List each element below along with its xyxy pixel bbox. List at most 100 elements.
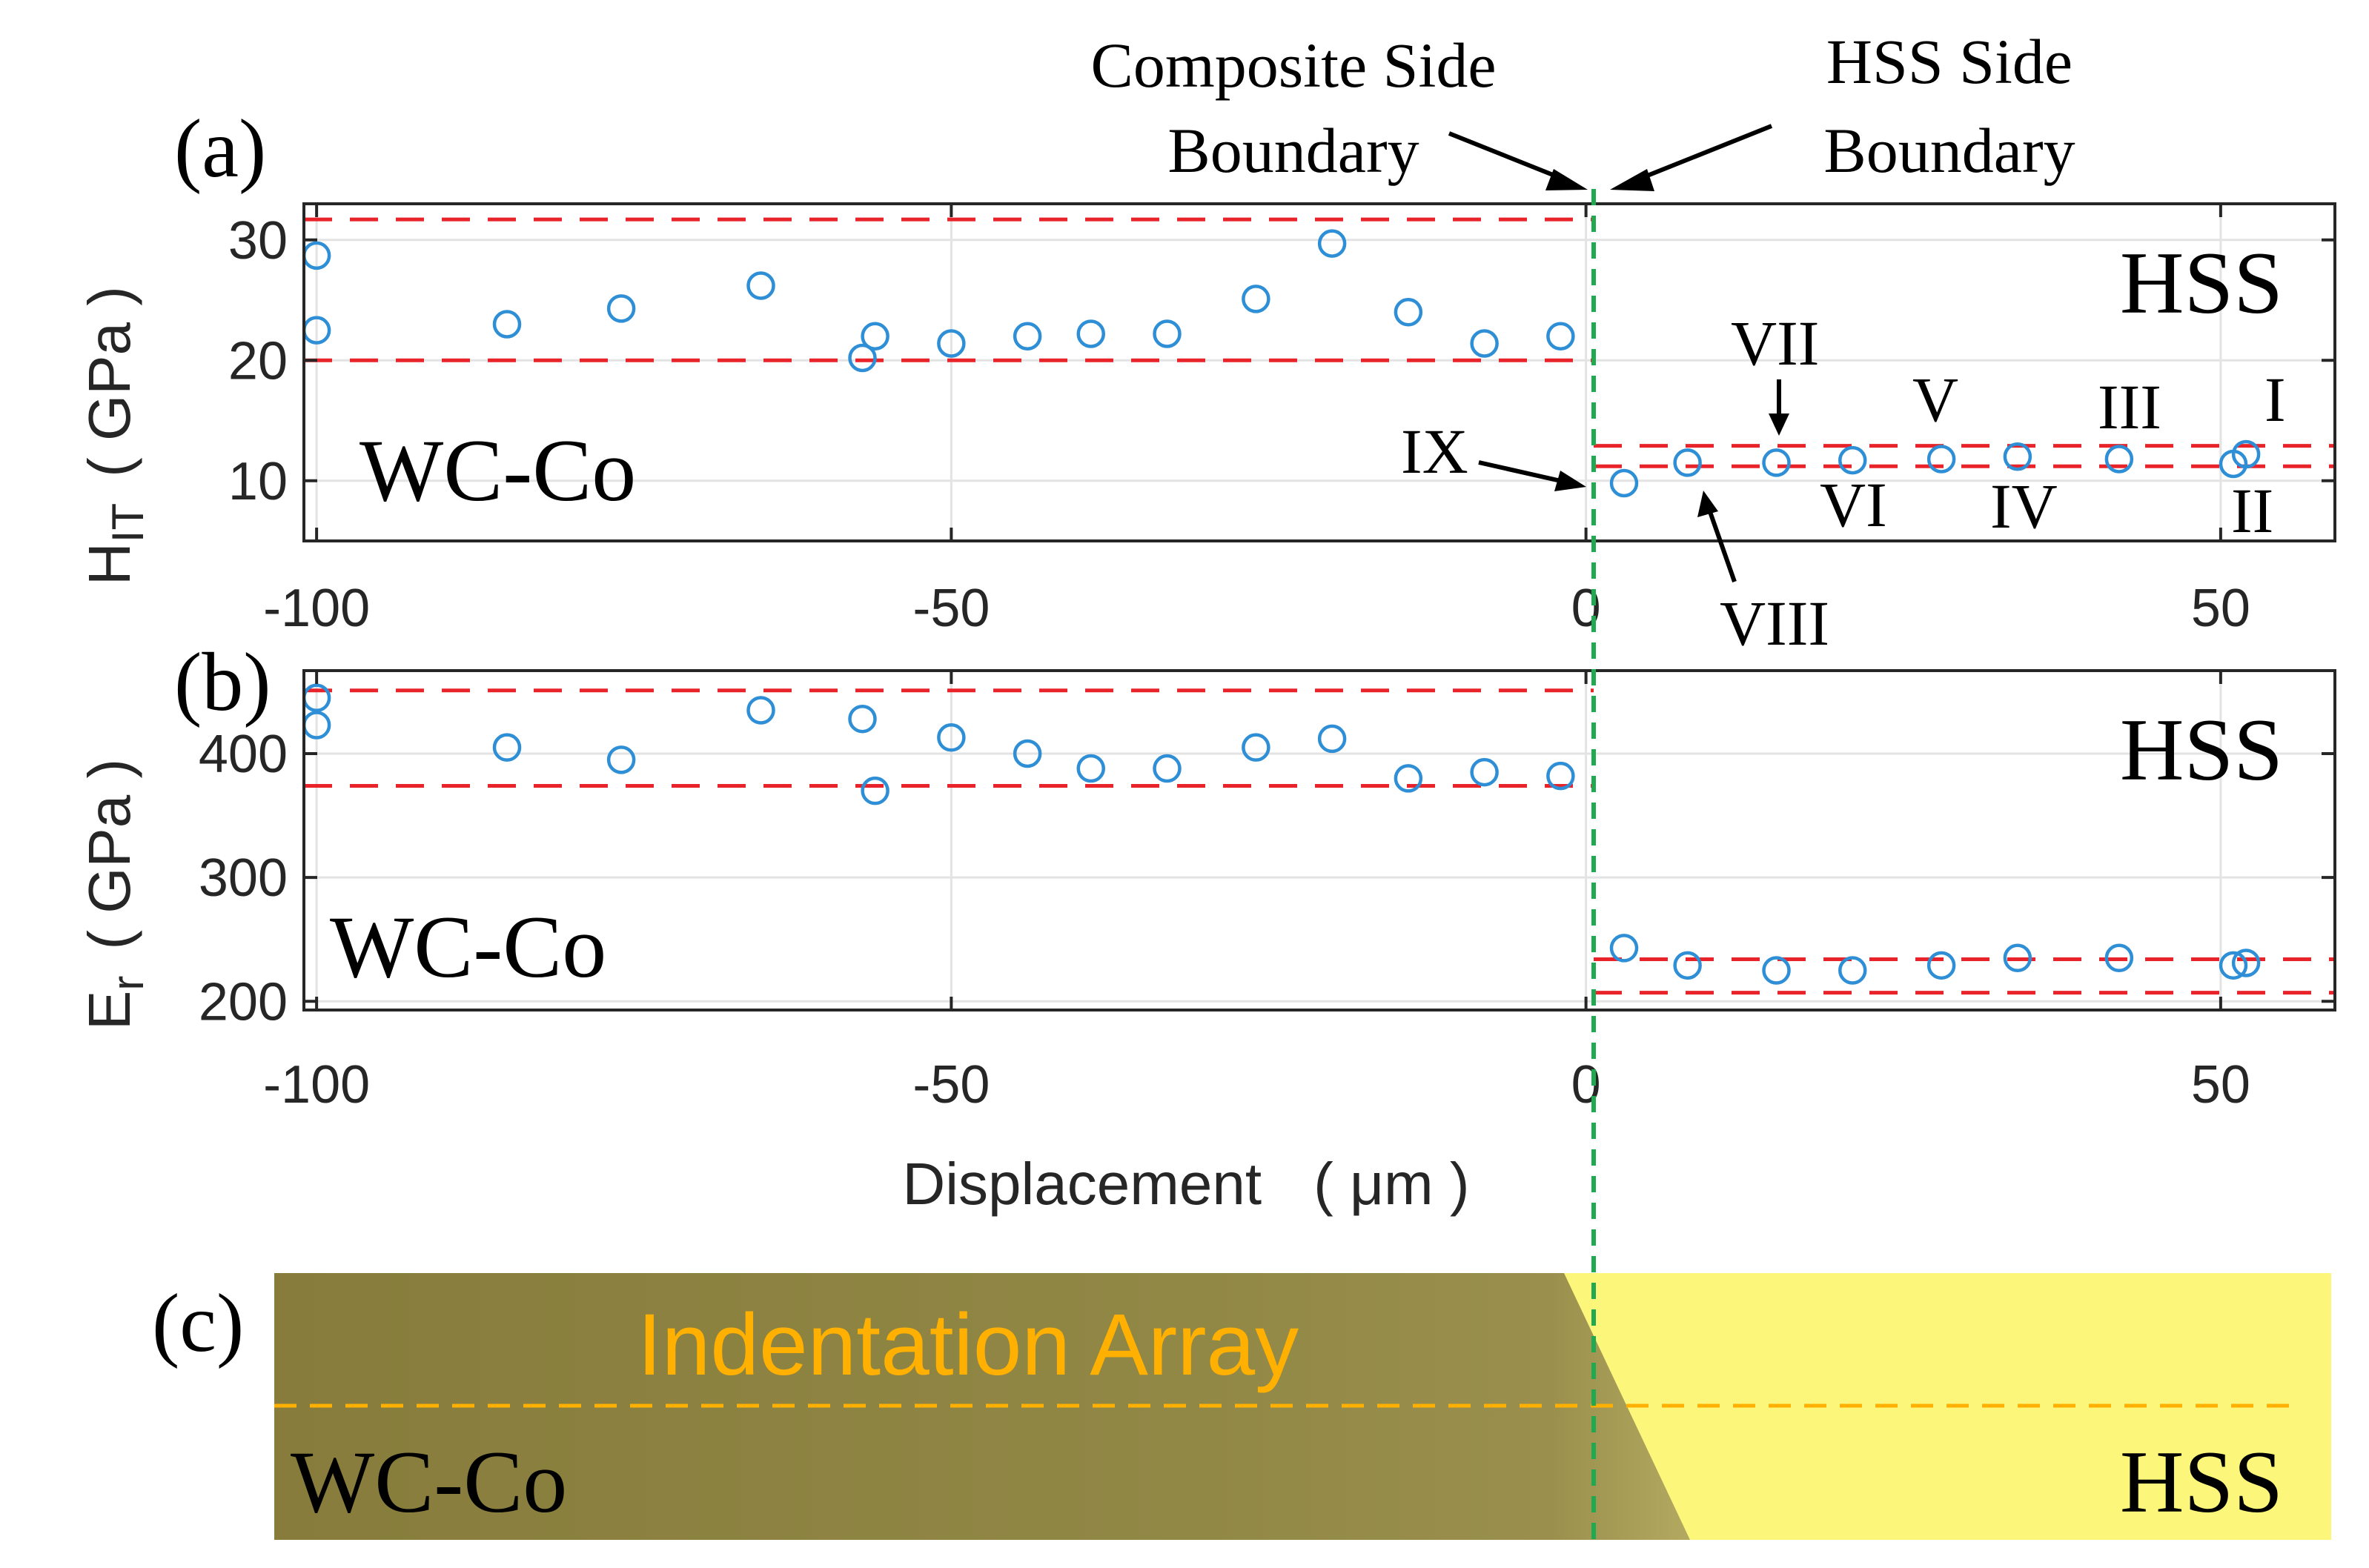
chart-a-ylabel-main: H: [76, 542, 142, 585]
point-label-vi: VI: [1820, 469, 1887, 540]
chart-a-point-17: [1673, 448, 1702, 477]
svg-text:HIT( GPa ): HIT ( GPa ): [76, 286, 153, 585]
chart-b-grid: [304, 671, 2335, 1010]
chart-a-point-10: [1153, 319, 1182, 348]
composite-boundary-label-line1: Composite Side: [1090, 30, 1496, 101]
chart-a-frame: [302, 202, 2336, 542]
chart-b-xtick-label-3: 50: [2191, 1055, 2250, 1114]
chart-a-point-11: [1242, 285, 1270, 313]
chart-a-point-22: [2104, 445, 2134, 474]
chart-a-xtick-label-2: 0: [1571, 579, 1601, 638]
chart-a-point-9: [1076, 319, 1105, 348]
chart-b-xlabel-unit: ( μm ): [1313, 1151, 1469, 1217]
chart-a-point-4: [746, 271, 775, 300]
hss-boundary-arrowhead: [1610, 169, 1654, 191]
composite-boundary-label-line2: Boundary: [1167, 115, 1419, 186]
point-label-viii-arrowhead: [1697, 491, 1718, 517]
chart-a-xtick-label-0: -100: [263, 579, 370, 638]
chart-b-xlabel: Displacement ( μm ): [902, 1151, 1469, 1217]
chart-b-point-8: [1013, 739, 1042, 768]
panel-label-a: (a): [174, 103, 266, 195]
chart-a-xtick-label-1: -50: [912, 579, 990, 638]
chart-a-point-5: [848, 343, 877, 373]
chart-b-point-14: [1470, 757, 1499, 787]
point-label-ix-arrow: [1478, 460, 1565, 484]
chart-b-point-16: [1609, 934, 1639, 963]
point-label-i: I: [2264, 364, 2286, 435]
chart-b-ytick-label-2: 400: [199, 725, 288, 784]
chart-b-point-7: [937, 723, 966, 752]
chart-a-ytick-label-2: 30: [228, 211, 288, 270]
chart-b-ylabel: Er ( GPa ): [76, 759, 153, 1030]
chart-a-points: [302, 229, 2261, 498]
chart-b: 200 300 400 -100 -50 0 50 WC-Co HSS Er ( GPa )…: [76, 669, 2336, 1217]
micrograph-hss-label: HSS: [2120, 1432, 2283, 1531]
chart-b-ytick-label-1: 300: [199, 848, 288, 908]
chart-a-region-hss: HSS: [2120, 233, 2283, 332]
chart-b-point-24: [2231, 949, 2261, 977]
micrograph-array-label: Indentation Array: [637, 1296, 1299, 1394]
chart-b-point-22: [2104, 943, 2134, 973]
chart-a-bounds: [304, 217, 2335, 468]
chart-a-point-20: [1926, 445, 1956, 474]
chart-a-point-6: [861, 322, 889, 351]
chart-b-point-3: [606, 745, 636, 774]
chart-a-ylabel: HIT ( GPa ): [76, 286, 153, 585]
chart-b-point-5: [848, 704, 877, 734]
chart-a-point-13: [1394, 298, 1423, 327]
hss-boundary-label-line2: Boundary: [1823, 115, 2075, 186]
chart-a-point-18: [1762, 448, 1791, 477]
point-label-iii: III: [2098, 371, 2161, 442]
chart-b-points: [302, 683, 2261, 985]
point-label-vii-arrowhead: [1769, 413, 1789, 436]
svg-text:Er( GPa ): Er ( GPa ): [76, 759, 153, 1030]
chart-a-point-7: [937, 329, 966, 358]
chart-a-point-14: [1470, 329, 1499, 358]
chart-b-frame: [302, 669, 2336, 1011]
micrograph-wcco-label: WC-Co: [291, 1432, 567, 1531]
point-label-ix: IX: [1401, 416, 1468, 487]
chart-a: 10 20 30 -100 -50 0 50 WC-Co HSS HIT ( GPa ) I…: [76, 202, 2336, 659]
panel-label-b: (b): [174, 637, 271, 728]
chart-b-point-11: [1242, 733, 1270, 762]
point-label-v: V: [1912, 364, 1958, 435]
boundary-annotations: Composite Side Boundary HSS Side Boundar…: [1090, 26, 2075, 191]
chart-a-region-wcco: WC-Co: [360, 421, 636, 519]
chart-b-xlabel-main: Displacement: [902, 1151, 1262, 1217]
chart-b-region-hss: HSS: [2120, 700, 2283, 799]
chart-b-xtick-label-0: -100: [263, 1055, 370, 1114]
chart-a-ytick-label-1: 20: [228, 331, 288, 391]
chart-b-point-9: [1076, 754, 1105, 783]
chart-b-xticks: -100 -50 0 50: [263, 671, 2250, 1114]
hss-boundary-arrow: [1629, 124, 1773, 185]
chart-b-point-2: [492, 733, 522, 762]
point-label-viii-arrow: [1706, 507, 1737, 582]
point-label-vii: VII: [1731, 308, 1819, 379]
chart-b-xtick-label-1: -50: [912, 1055, 990, 1114]
chart-a-point-16: [1609, 468, 1639, 498]
chart-b-axes: [302, 669, 2336, 1011]
chart-a-ytick-label-0: 10: [228, 452, 288, 511]
chart-a-ylabel-sub: IT: [103, 503, 153, 542]
point-label-iv: IV: [1990, 471, 2058, 542]
chart-a-xtick-label-3: 50: [2191, 579, 2250, 638]
chart-b-point-13: [1394, 764, 1423, 793]
chart-a-point-19: [1838, 445, 1867, 475]
chart-b-ytick-label-0: 200: [199, 972, 288, 1032]
chart-a-point-12: [1317, 229, 1347, 258]
chart-a-point-24: [2231, 439, 2261, 469]
chart-b-point-21: [2003, 943, 2032, 973]
composite-boundary-arrow: [1448, 131, 1573, 185]
chart-b-ylabel-unit: ( GPa ): [76, 759, 142, 950]
chart-a-ylabel-unit: ( GPa ): [76, 286, 142, 477]
chart-a-yticks: 10 20 30: [228, 211, 2335, 511]
chart-a-point-3: [606, 294, 636, 323]
chart-b-point-12: [1317, 724, 1347, 754]
chart-b-point-6: [861, 776, 889, 805]
chart-a-point-21: [2003, 442, 2032, 471]
chart-b-point-4: [746, 696, 775, 725]
micrograph: Indentation Array WC-Co HSS: [274, 1273, 2331, 1540]
composite-boundary-arrowhead: [1545, 169, 1588, 190]
chart-b-yticks: 200 300 400: [199, 725, 2335, 1032]
